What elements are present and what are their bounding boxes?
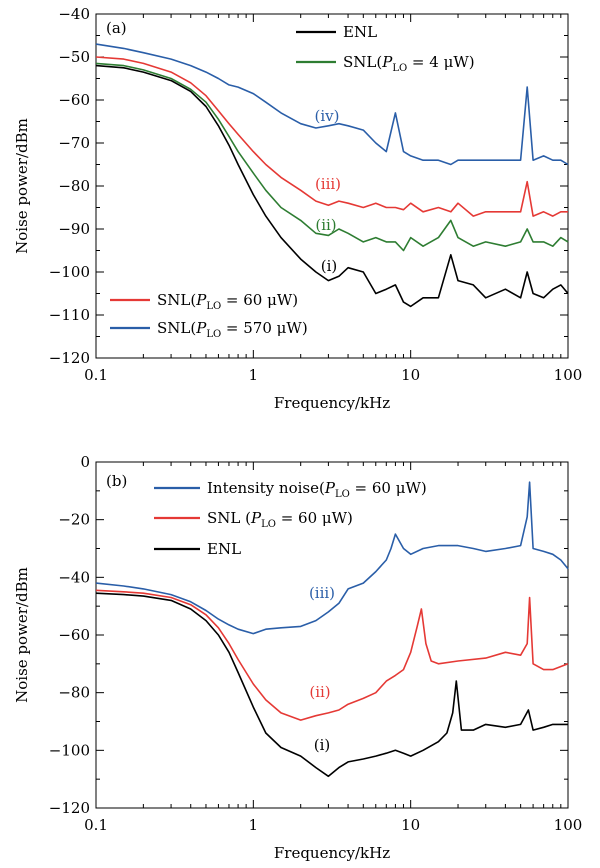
y-tick-label: −110 xyxy=(49,306,90,324)
legend-label: SNL(PLO = 570 μW) xyxy=(157,319,308,340)
axis-tick-labels: 0.1 1 10 100 −120 −100 −80 −60 −40 −20 0 xyxy=(49,453,583,834)
series-line xyxy=(95,589,569,721)
x-tick-label: 0.1 xyxy=(84,366,108,384)
chart-panel-b: 0.1 1 10 100 −120 −100 −80 −60 −40 −20 0 (b) Frequ… xyxy=(13,453,582,862)
legend-label: SNL(PLO = 60 μW) xyxy=(157,291,298,312)
series-line xyxy=(95,43,569,166)
y-tick-label: −40 xyxy=(58,568,90,586)
y-tick-label: −80 xyxy=(58,684,90,702)
y-tick-label: −100 xyxy=(49,741,90,759)
y-tick-label: −80 xyxy=(58,177,90,195)
y-tick-label: 0 xyxy=(80,453,90,471)
x-tick-label: 10 xyxy=(401,366,420,384)
series-lines xyxy=(95,481,569,778)
axis-ticks xyxy=(95,13,569,359)
series-line xyxy=(95,64,569,308)
legend-label: SNL (PLO = 60 μW) xyxy=(207,509,353,530)
axis-ticks xyxy=(95,461,569,809)
panel-label: (a) xyxy=(106,19,127,37)
series-line xyxy=(95,592,568,778)
legend-label: Intensity noise(PLO = 60 μW) xyxy=(207,479,427,500)
curve-label: (ii) xyxy=(315,216,336,234)
panel-label: (b) xyxy=(106,472,127,490)
x-tick-label: 100 xyxy=(554,816,583,834)
curve-label: (i) xyxy=(321,257,338,275)
chart-panel-a: 0.1 1 10 100−120−110−100−90−80−70−60−50−40 … xyxy=(13,5,582,412)
y-tick-label: −90 xyxy=(58,220,90,238)
legend: ENL SNL(PLO = 4 μW) SNL(PLO = 60 μW) SNL(PL… xyxy=(110,23,475,340)
legend: Intensity noise(PLO = 60 μW) SNL (PLO = 6… xyxy=(154,479,427,558)
curve-label: (i) xyxy=(314,736,331,754)
curve-label: (ii) xyxy=(309,683,330,701)
y-tick-label: −60 xyxy=(58,626,90,644)
axis-tick-labels: 0.1 1 10 100 −120 −110 −100 −90 −80 −70 −60 −50 −40 xyxy=(49,5,583,384)
x-axis-title: Frequency/kHz xyxy=(274,394,390,412)
curve-labels: (i) (ii) (iii) (iv) xyxy=(315,107,342,275)
y-tick-label: −40 xyxy=(58,5,90,23)
x-tick-label: 100 xyxy=(554,366,583,384)
curve-label: (iv) xyxy=(315,107,340,125)
series-lines xyxy=(95,43,569,308)
y-tick-label: −120 xyxy=(49,349,90,367)
curve-labels: (i) (ii) (iii) xyxy=(309,584,335,754)
y-tick-label: −120 xyxy=(49,799,90,817)
y-tick-label: −100 xyxy=(49,263,90,281)
x-tick-label: 1 xyxy=(249,816,259,834)
x-tick-label: 1 xyxy=(249,366,259,384)
y-axis-title: Noise power/dBm xyxy=(13,118,31,254)
legend-label: ENL xyxy=(343,23,377,41)
y-tick-label: −70 xyxy=(58,134,90,152)
series-line xyxy=(95,56,568,217)
x-tick-label: 0.1 xyxy=(84,816,108,834)
curve-label: (iii) xyxy=(309,584,335,602)
x-axis-title: Frequency/kHz xyxy=(274,844,390,862)
y-tick-label: −60 xyxy=(58,91,90,109)
y-tick-label: −20 xyxy=(58,511,90,529)
legend-label: ENL xyxy=(207,540,241,558)
y-tick-label: −50 xyxy=(58,48,90,66)
curve-label: (iii) xyxy=(315,175,341,193)
series-line xyxy=(95,62,569,252)
x-tick-label: 10 xyxy=(401,816,420,834)
y-axis-title: Noise power/dBm xyxy=(13,567,31,703)
series-line xyxy=(95,481,569,635)
legend-label: SNL(PLO = 4 μW) xyxy=(343,53,475,74)
